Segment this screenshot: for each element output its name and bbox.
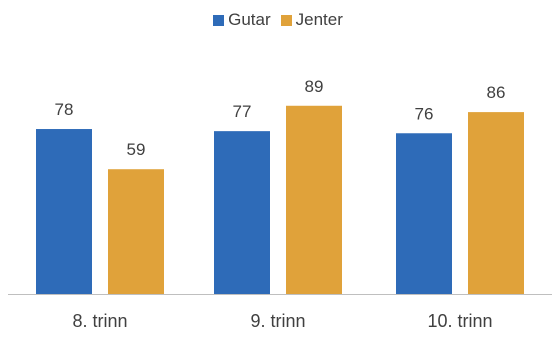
bar-gutar-8 [36, 129, 92, 294]
legend: Gutar Jenter [0, 10, 556, 30]
legend-swatch-gutar [213, 14, 225, 26]
legend-item-gutar: Gutar [213, 10, 271, 30]
legend-swatch-jenter [280, 14, 292, 26]
legend-label-gutar: Gutar [228, 10, 271, 29]
legend-label-jenter: Jenter [295, 10, 343, 29]
data-label-jenter-8: 59 [127, 140, 146, 159]
x-tick-label-10: 10. trinn [427, 311, 492, 331]
bar-gutar-9 [214, 131, 270, 294]
x-tick-label-9: 9. trinn [250, 311, 305, 331]
bar-jenter-9 [286, 105, 342, 294]
bar-gutar-10 [396, 133, 452, 294]
data-label-gutar-10: 76 [415, 104, 434, 123]
x-tick-label-8: 8. trinn [72, 311, 127, 331]
legend-item-jenter: Jenter [280, 10, 343, 30]
bar-jenter-8 [108, 169, 164, 294]
data-label-jenter-10: 86 [487, 83, 506, 102]
data-label-gutar-9: 77 [233, 102, 252, 121]
data-label-gutar-8: 78 [55, 100, 74, 119]
data-label-jenter-9: 89 [305, 77, 324, 96]
bar-jenter-10 [468, 112, 524, 294]
